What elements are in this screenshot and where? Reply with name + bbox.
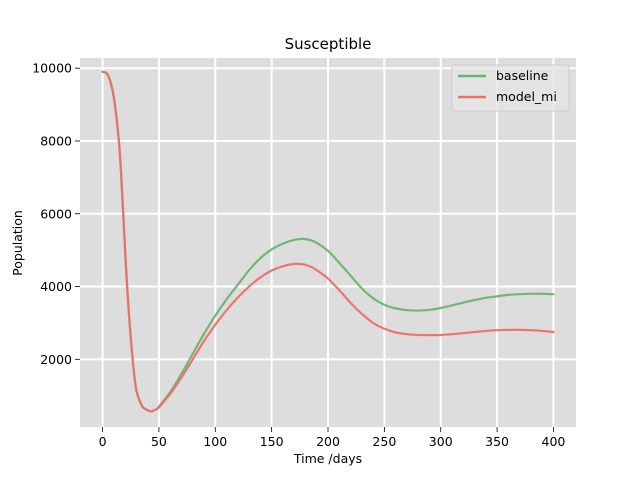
x-tick-label: 0 <box>99 434 107 449</box>
y-axis-ticks: 2000 4000 6000 8000 10000 <box>32 61 80 367</box>
x-tick-label: 200 <box>316 434 340 449</box>
legend: baseline model_mi <box>451 64 570 112</box>
y-tick-label: 2000 <box>40 352 72 367</box>
x-tick-label: 150 <box>260 434 284 449</box>
x-tick-label: 50 <box>151 434 167 449</box>
legend-label-model-mi: model_mi <box>496 89 557 104</box>
y-tick-label: 10000 <box>32 61 72 76</box>
gridlines <box>80 58 576 427</box>
x-axis-label: Time /days <box>293 451 362 466</box>
y-axis-label: Population <box>10 210 25 276</box>
x-tick-label: 400 <box>542 434 566 449</box>
x-axis-ticks: 0 50 100 150 200 250 300 350 400 <box>99 427 566 449</box>
x-tick-label: 350 <box>485 434 509 449</box>
chart-title: Susceptible <box>285 35 372 53</box>
x-tick-label: 250 <box>372 434 396 449</box>
y-tick-label: 4000 <box>40 279 72 294</box>
series-line-model-mi <box>101 70 555 413</box>
series-group <box>101 70 555 413</box>
legend-label-baseline: baseline <box>496 68 549 83</box>
y-tick-label: 8000 <box>40 133 72 148</box>
y-tick-label: 6000 <box>40 206 72 221</box>
x-tick-label: 300 <box>429 434 453 449</box>
x-tick-label: 100 <box>203 434 227 449</box>
